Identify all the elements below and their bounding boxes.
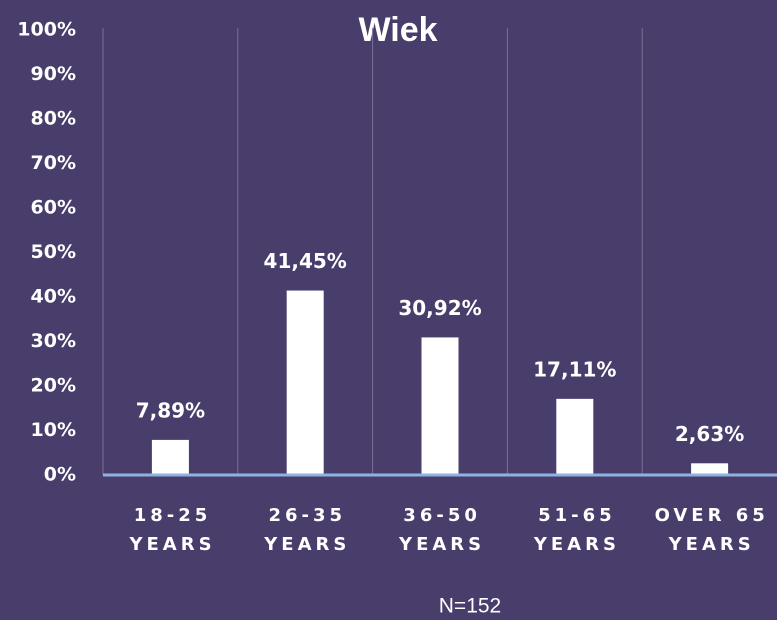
x-tick-label: 18-25 YEARS bbox=[129, 505, 216, 555]
value-label: 7,89% bbox=[136, 398, 205, 422]
bar bbox=[691, 463, 729, 475]
y-tick-label: 90% bbox=[31, 63, 76, 85]
value-label: 17,11% bbox=[533, 357, 616, 381]
x-tick-label: 51-65 YEARS bbox=[533, 505, 620, 555]
bar bbox=[286, 290, 324, 475]
x-tick-label: 26-35 YEARS bbox=[264, 505, 351, 555]
bar bbox=[556, 398, 594, 475]
y-tick-label: 100% bbox=[17, 19, 76, 41]
y-tick-label: 70% bbox=[31, 152, 76, 174]
y-tick-label: 60% bbox=[31, 197, 76, 219]
y-tick-label: 40% bbox=[31, 286, 76, 308]
bar bbox=[421, 337, 459, 475]
x-tick-label: 36-50 YEARS bbox=[399, 505, 486, 555]
y-tick-label: 50% bbox=[31, 241, 76, 263]
y-tick-label: 20% bbox=[31, 375, 76, 397]
value-label: 30,92% bbox=[398, 296, 481, 320]
bar bbox=[151, 439, 189, 475]
x-tick-label: OVER 65 YEARS bbox=[654, 505, 769, 555]
y-tick-label: 30% bbox=[31, 330, 76, 352]
value-label: 41,45% bbox=[264, 249, 347, 273]
y-tick-label: 10% bbox=[31, 419, 76, 441]
chart-title: Wiek bbox=[358, 11, 437, 49]
y-tick-label: 0% bbox=[44, 464, 76, 486]
y-tick-label: 80% bbox=[31, 108, 76, 130]
value-label: 2,63% bbox=[675, 422, 744, 446]
annotation: N=152 bbox=[439, 595, 501, 618]
